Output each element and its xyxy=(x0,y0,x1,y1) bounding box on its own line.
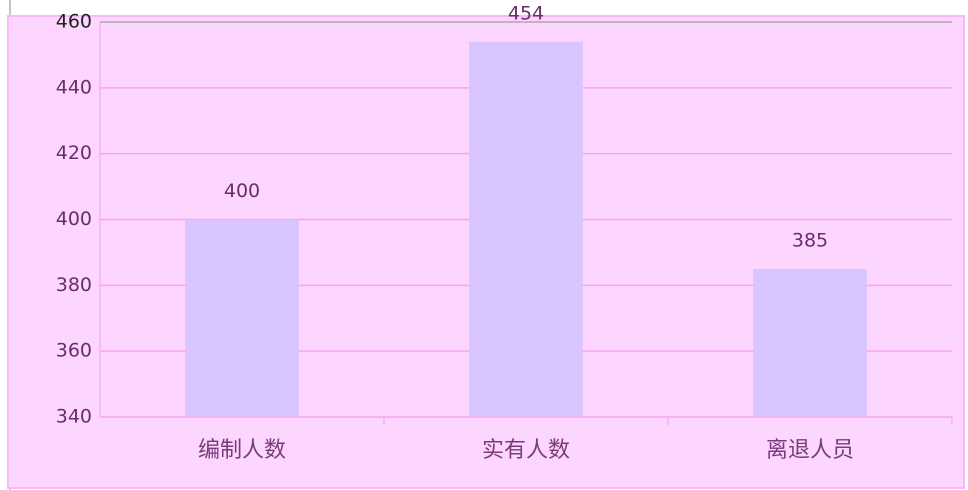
y-tick-label: 380 xyxy=(56,274,92,296)
x-tick-label: 实有人数 xyxy=(482,438,570,463)
y-tick-label: 440 xyxy=(56,76,92,98)
y-tick-label: 340 xyxy=(56,406,92,428)
bar xyxy=(185,219,299,417)
value-label: 454 xyxy=(508,2,544,24)
y-tick-label: 420 xyxy=(56,142,92,164)
bar xyxy=(753,268,867,417)
value-label: 385 xyxy=(792,229,828,251)
value-label: 400 xyxy=(224,180,260,202)
y-tick-label: 400 xyxy=(56,208,92,230)
x-tick-label: 编制人数 xyxy=(198,438,286,463)
y-tick-label: 460 xyxy=(56,11,92,33)
x-tick-label: 离退人员 xyxy=(766,438,854,463)
bar xyxy=(469,41,583,417)
y-tick-label: 360 xyxy=(56,340,92,362)
